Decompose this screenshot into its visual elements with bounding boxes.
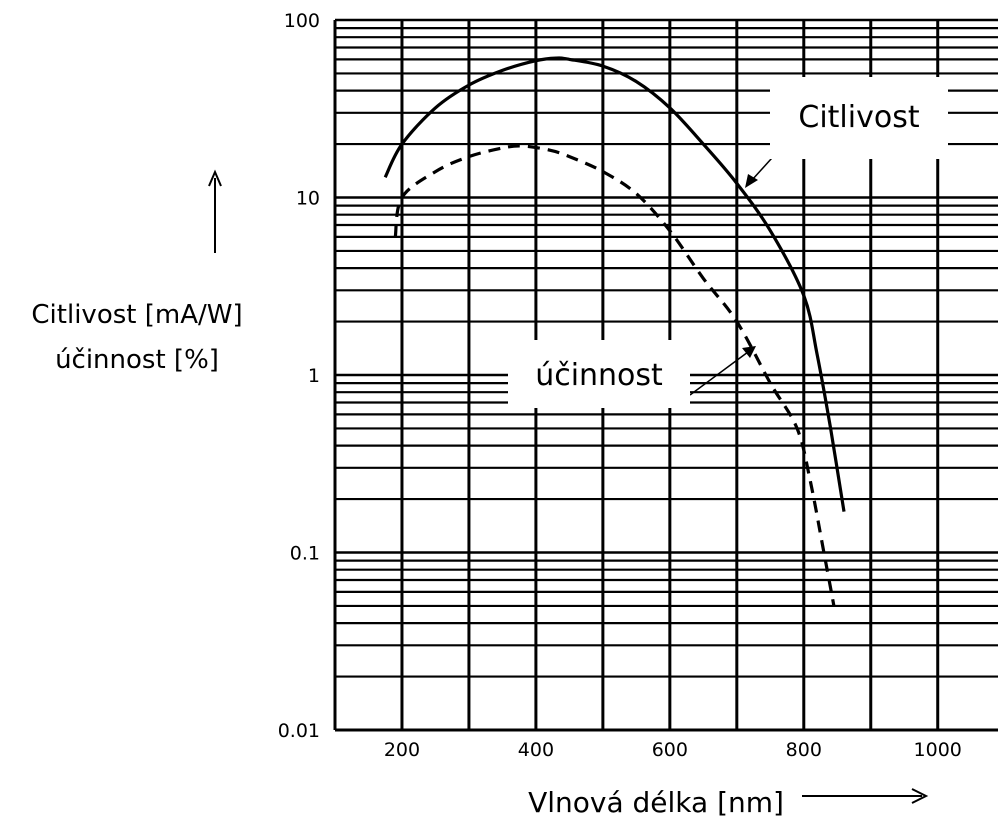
x-axis-arrow-head [911,788,929,804]
series-layer [383,56,846,607]
y-axis-arrow-head [208,169,222,187]
ucinnost-label-box [508,340,690,408]
y-tick-label: 1 [308,365,320,387]
y-axis-label-line1: Citlivost [mA/W] [31,300,242,330]
y-tick-label: 0.1 [290,543,320,565]
y-tick-label: 0.01 [278,720,320,742]
citlivost-leader-arrowhead [745,174,758,188]
callouts: Citlivost účinnost [508,77,948,408]
citlivost-curve [383,56,846,512]
axis-labels: Citlivost [mA/W] účinnost [%] Vlnová dél… [31,169,929,818]
y-tick-label: 100 [284,10,320,32]
x-tick-label: 800 [786,739,822,761]
ucinnost-leader-arrowhead [742,346,756,358]
ucinnost-label: účinnost [535,358,663,393]
x-axis-label: Vlnová délka [nm] [528,786,784,818]
x-tick-label: 1000 [914,739,962,761]
ucinnost-leader-line [689,351,749,396]
y-axis-label-line2: účinnost [%] [55,345,219,375]
x-tick-label: 400 [518,739,554,761]
ucinnost-curve [393,144,836,607]
x-tick-label: 600 [652,739,688,761]
x-tick-label: 200 [384,739,420,761]
y-tick-label: 10 [296,188,320,210]
citlivost-label-box [770,77,948,159]
citlivost-label: Citlivost [798,100,919,135]
